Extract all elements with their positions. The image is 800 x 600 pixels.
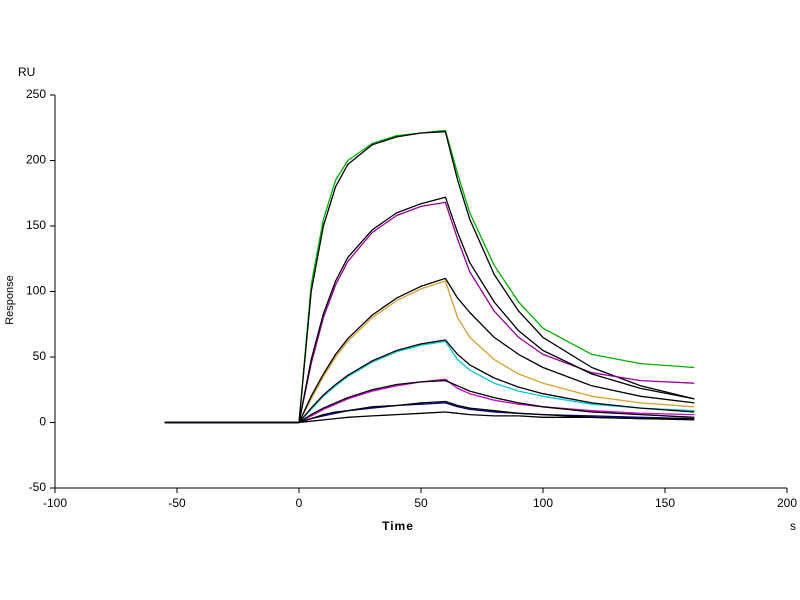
series-line — [164, 400, 695, 424]
x-tick-label: 0 — [296, 496, 303, 510]
y-tick-label: 250 — [26, 87, 46, 101]
series-line — [164, 201, 695, 424]
y-tick-label: -50 — [29, 480, 47, 494]
series-line — [164, 196, 695, 424]
x-tick-label: -100 — [43, 496, 67, 510]
series-line — [164, 340, 695, 424]
x-tick-label: 100 — [533, 496, 553, 510]
x-unit: s — [790, 519, 796, 533]
series-line — [164, 277, 695, 424]
series-line — [164, 411, 695, 424]
series-line — [164, 131, 695, 424]
x-tick-label: -50 — [168, 496, 186, 510]
y-tick-label: 150 — [26, 218, 46, 232]
y-tick-label: 100 — [26, 284, 46, 298]
y-tick-label: 50 — [33, 349, 47, 363]
x-tick-label: 50 — [414, 496, 428, 510]
y-axis-label: Response — [4, 275, 16, 325]
y-tick-label: 0 — [39, 415, 46, 429]
series-line — [164, 280, 695, 424]
x-axis-label: Time — [382, 519, 414, 533]
series-line — [164, 339, 695, 424]
series-line — [164, 129, 695, 424]
y-tick-label: 200 — [26, 153, 46, 167]
x-tick-label: 200 — [777, 496, 797, 510]
y-unit: RU — [18, 65, 35, 79]
x-tick-label: 150 — [655, 496, 675, 510]
series-line — [164, 379, 695, 424]
